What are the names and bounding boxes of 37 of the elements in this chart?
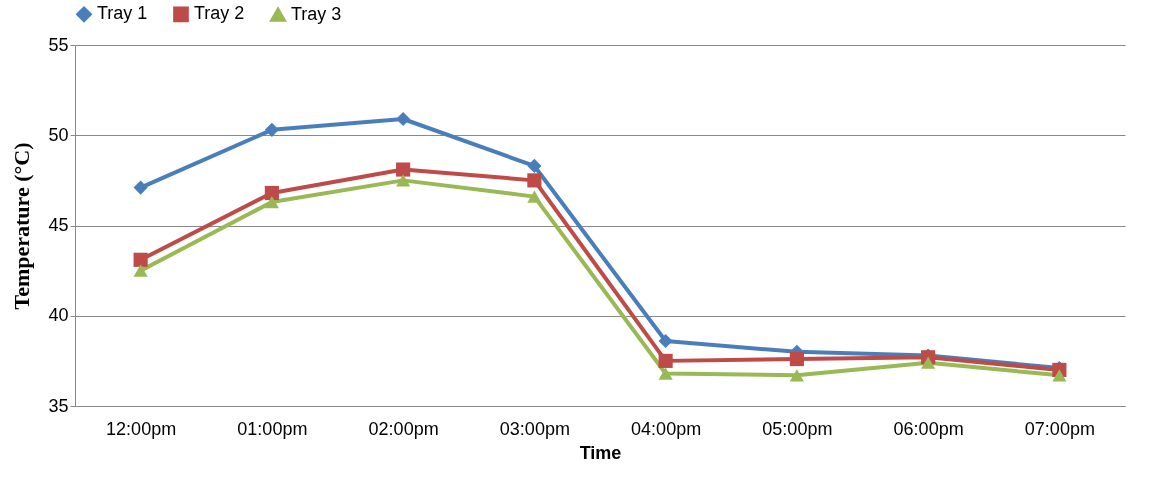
point xyxy=(396,162,411,177)
legend-label: Tray 1 xyxy=(97,3,148,24)
y-tick-label: 45 xyxy=(48,215,69,235)
point xyxy=(133,180,148,195)
y-axis-title: Temperature (°C) xyxy=(9,142,35,310)
x-tick-label: 06:00pm xyxy=(893,418,964,439)
x-tick-label: 01:00pm xyxy=(237,418,308,439)
point xyxy=(133,252,148,267)
point xyxy=(658,353,673,368)
point xyxy=(527,190,542,203)
y-tick-label: 35 xyxy=(48,395,69,416)
point xyxy=(921,356,936,369)
legend-label: Tray 2 xyxy=(194,3,245,24)
x-tick-label: 05:00pm xyxy=(762,418,833,439)
x-tick-label: 03:00pm xyxy=(499,418,570,439)
point xyxy=(789,352,804,367)
y-tick-label: 40 xyxy=(48,305,69,326)
legend-label: Tray 3 xyxy=(291,3,342,24)
x-tick-label: 12:00pm xyxy=(106,418,177,439)
point xyxy=(133,264,148,277)
point xyxy=(789,369,804,382)
point xyxy=(396,111,411,127)
x-axis-title: Time xyxy=(579,442,622,463)
point xyxy=(527,173,542,188)
point xyxy=(264,185,279,201)
point xyxy=(264,122,279,137)
point xyxy=(264,195,279,209)
point xyxy=(658,333,673,349)
x-tick-label: 07:00pm xyxy=(1024,418,1095,439)
x-tick-label: 04:00pm xyxy=(631,418,702,439)
point xyxy=(527,158,542,174)
x-tick-label: 02:00pm xyxy=(368,418,439,439)
point xyxy=(396,174,411,187)
point xyxy=(658,367,673,380)
y-tick-label: 55 xyxy=(48,34,69,55)
y-tick-label: 50 xyxy=(48,124,69,145)
point xyxy=(1052,369,1067,382)
